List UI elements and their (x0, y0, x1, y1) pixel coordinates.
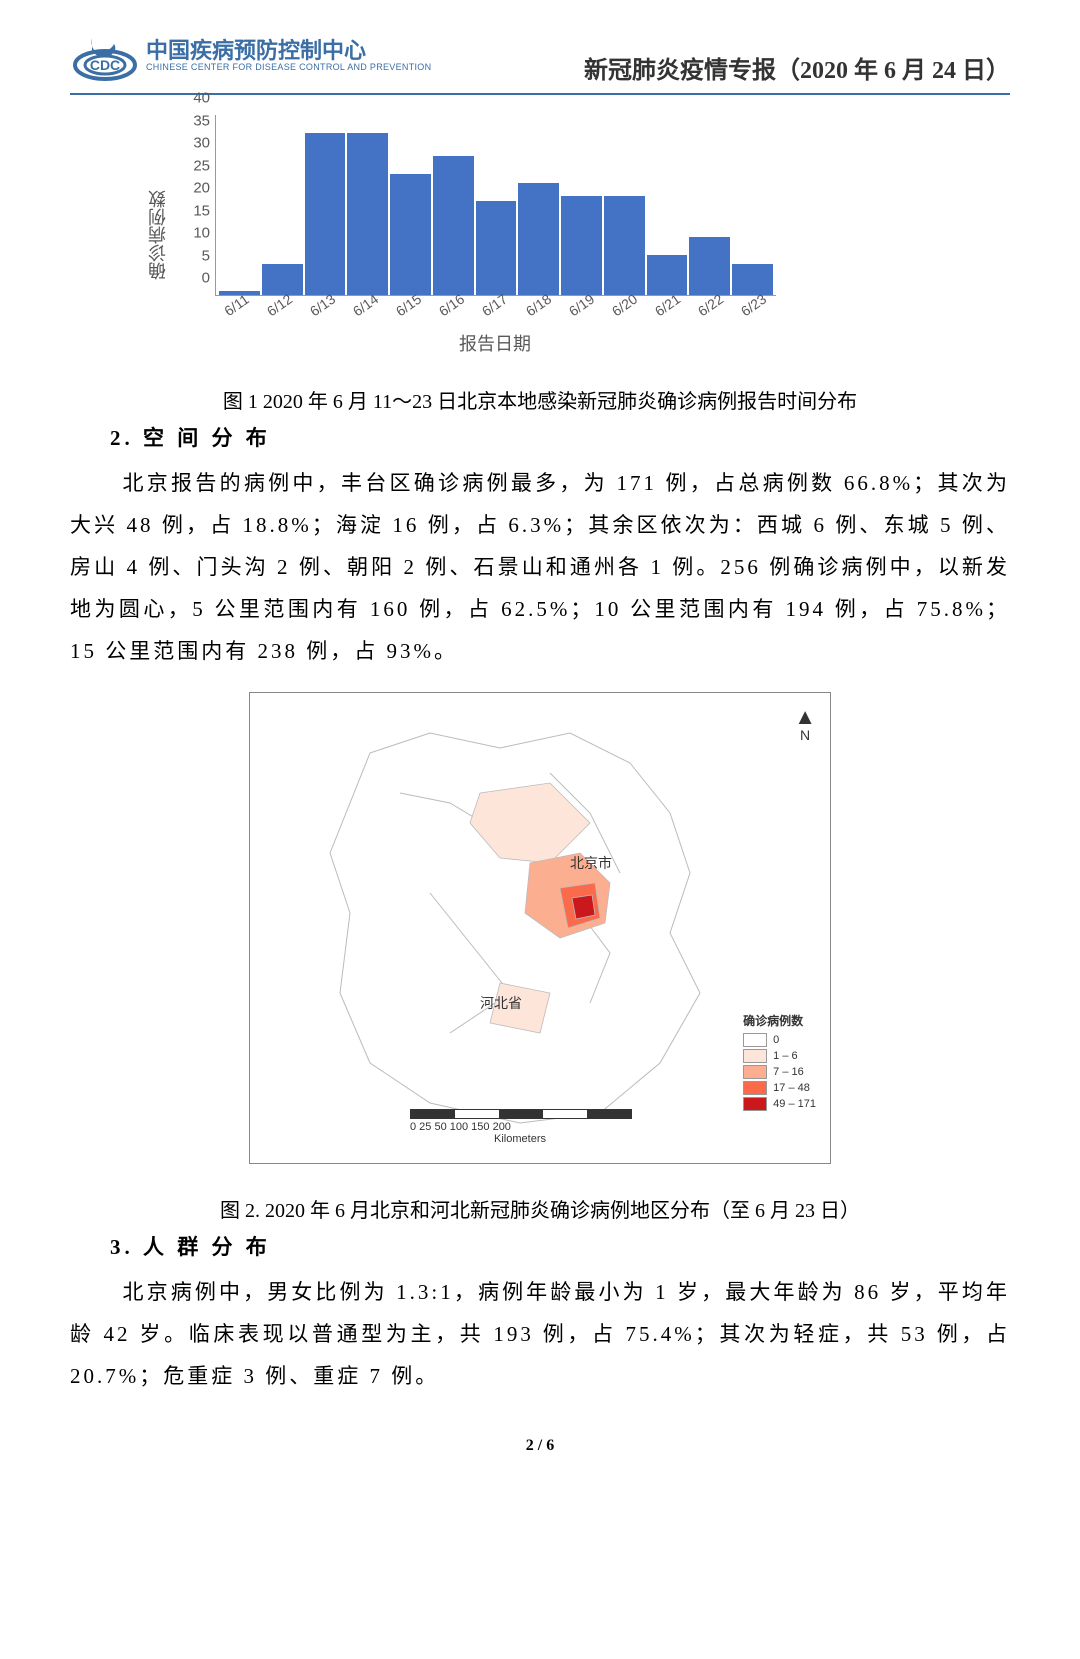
figure1-x-ticks: 6/116/126/136/146/156/166/176/186/196/20… (215, 297, 775, 313)
logo-block: CDC 中国疾病预防控制中心 CHINESE CENTER FOR DISEAS… (70, 30, 431, 82)
legend-swatch (743, 1033, 767, 1047)
bar (262, 264, 303, 296)
legend-label: 7 – 16 (773, 1066, 804, 1078)
scale-ticks: 0 25 50 100 150 200 (410, 1121, 632, 1133)
y-tick: 40 (180, 90, 210, 107)
map-north-label: N (794, 727, 816, 743)
legend-row: 0 (743, 1033, 816, 1047)
y-tick: 5 (180, 247, 210, 264)
map-legend: 确诊病例数 0 1 – 6 7 – 16 17 – 48 49 – 171 (743, 1012, 816, 1113)
map-scale: 0 25 50 100 150 200 Kilometers (410, 1109, 632, 1145)
legend-swatch (743, 1049, 767, 1063)
page-number: 2 / 6 (70, 1437, 1010, 1455)
scale-bar-icon (410, 1109, 632, 1119)
legend-row: 17 – 48 (743, 1081, 816, 1095)
org-name-en: CHINESE CENTER FOR DISEASE CONTROL AND P… (146, 63, 431, 73)
legend-swatch (743, 1081, 767, 1095)
report-title: 新冠肺炎疫情专报（2020 年 6 月 24 日） (584, 50, 1010, 85)
figure1-chart: 确诊病例数 0510152025303540 6/116/126/136/146… (170, 115, 810, 355)
figure1-plot (215, 115, 776, 296)
map-north-icon: ▲ N (794, 707, 816, 743)
figure1-y-label: 确诊病例数 (145, 190, 171, 280)
cdc-logo-icon: CDC (70, 30, 140, 82)
legend-row: 7 – 16 (743, 1065, 816, 1079)
section3-title: 3. 人 群 分 布 (110, 1231, 1010, 1261)
figure1-x-label: 报告日期 (215, 330, 775, 356)
bar (604, 196, 645, 295)
bar (390, 174, 431, 296)
legend-row: 1 – 6 (743, 1049, 816, 1063)
section3-paragraph: 北京病例中，男女比例为 1.3:1，病例年龄最小为 1 岁，最大年龄为 86 岁… (70, 1271, 1010, 1397)
figure1-bars (216, 115, 776, 295)
y-tick: 25 (180, 157, 210, 174)
figure2-map: ▲ N 北京市 河北省 确诊病例数 0 1 – 6 7 – 16 17 – 48 49 … (249, 692, 831, 1164)
scale-unit: Kilometers (410, 1133, 630, 1145)
y-tick: 0 (180, 270, 210, 287)
y-tick: 35 (180, 112, 210, 129)
y-tick: 10 (180, 225, 210, 242)
figure2-caption: 图 2. 2020 年 6 月北京和河北新冠肺炎确诊病例地区分布（至 6 月 2… (70, 1194, 1010, 1223)
map-label-beijing: 北京市 (570, 853, 612, 873)
org-name-cn: 中国疾病预防控制中心 (146, 39, 431, 63)
page-header: CDC 中国疾病预防控制中心 CHINESE CENTER FOR DISEAS… (70, 30, 1010, 95)
section2-paragraph: 北京报告的病例中，丰台区确诊病例最多，为 171 例，占总病例数 66.8%；其… (70, 462, 1010, 672)
bar (561, 196, 602, 295)
figure1-y-ticks: 0510152025303540 (180, 115, 210, 295)
bar (518, 183, 559, 296)
bar (433, 156, 474, 296)
bar (305, 133, 346, 295)
bar (347, 133, 388, 295)
legend-label: 49 – 171 (773, 1098, 816, 1110)
legend-label: 1 – 6 (773, 1050, 797, 1062)
logo-abbr: CDC (90, 57, 120, 73)
legend-label: 17 – 48 (773, 1082, 810, 1094)
legend-row: 49 – 171 (743, 1097, 816, 1111)
map-legend-title: 确诊病例数 (743, 1012, 816, 1029)
y-tick: 20 (180, 180, 210, 197)
map-label-hebei: 河北省 (480, 993, 522, 1013)
figure1-caption: 图 1 2020 年 6 月 11～23 日北京本地感染新冠肺炎确诊病例报告时间… (70, 385, 1010, 414)
y-tick: 15 (180, 202, 210, 219)
legend-swatch (743, 1065, 767, 1079)
legend-swatch (743, 1097, 767, 1111)
y-tick: 30 (180, 135, 210, 152)
section2-title: 2. 空 间 分 布 (110, 422, 1010, 452)
bar (476, 201, 517, 296)
legend-label: 0 (773, 1034, 779, 1046)
